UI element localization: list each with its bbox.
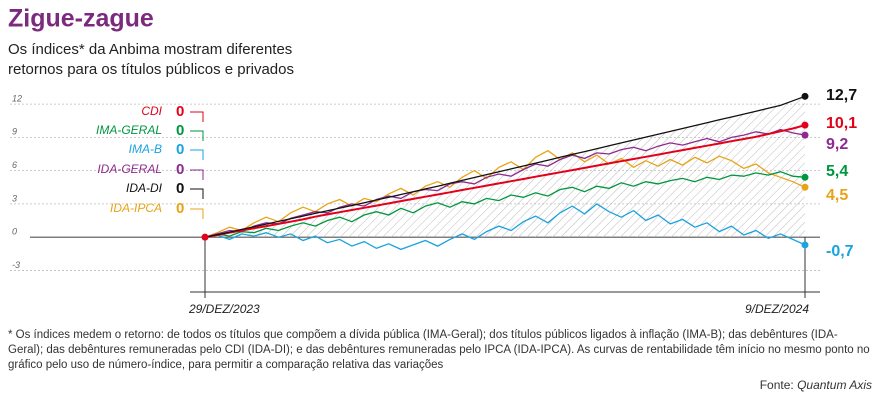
end-dot [801,121,809,129]
y-tick-label: 3 [12,193,17,203]
series-line [204,149,806,238]
series-line [204,171,806,238]
start-label: 0 [176,122,184,139]
end-label: 5,4 [826,163,848,180]
chart: Zigue-zague Os índices* da Anbima mostra… [8,5,857,317]
series-line [204,95,806,238]
source-name: Quantum Axis [797,378,872,392]
x-tick-label: 29/DEZ/2023 [188,302,260,316]
end-label: 12,7 [826,87,857,104]
y-tick-label: -3 [12,260,20,270]
subtitle: Os índices* da Anbima mostram diferentes [8,41,292,58]
x-tick-label: 9/DEZ/2024 [745,302,809,316]
end-dot [801,131,809,139]
end-dot [801,173,809,181]
start-dot [201,233,209,241]
start-label: 0 [176,141,184,158]
start-label: 0 [176,161,184,178]
legend-label: IMA-GERAL [96,123,162,137]
series-line [204,124,806,239]
legend-connector [190,169,204,180]
end-dot [801,183,809,191]
footnote: * Os índices medem o retorno: de todos o… [8,329,870,371]
subtitle: retornos para os títulos públicos e priv… [8,61,294,78]
start-label: 0 [176,180,184,197]
source: Fonte: Quantum Axis [760,378,872,392]
y-tick-label: 9 [12,127,17,137]
y-tick-label: 6 [12,160,17,170]
series-line [204,128,806,238]
end-dot [801,241,809,249]
y-tick-label: 0 [12,227,17,237]
end-label: 10,1 [826,115,857,132]
end-dot [801,92,809,100]
hatch-area [205,96,805,238]
end-label: -0,7 [826,243,854,260]
legend-label: IDA-IPCA [110,201,162,215]
legend-label: IDA-GERAL [97,162,162,176]
legend-label: CDI [141,104,162,118]
y-tick-label: 12 [12,93,22,103]
legend-label: IMA-B [129,142,162,156]
legend-connector [190,111,204,122]
legend-label: IDA-DI [126,181,163,195]
legend-connector [190,130,204,141]
source-label: Fonte: [759,378,794,392]
end-label: 9,2 [826,136,848,153]
series-line [204,203,806,251]
start-label: 0 [176,200,184,217]
legend-connector [190,188,204,199]
legend-connector [190,208,204,219]
start-label: 0 [176,103,184,120]
legend-connector [190,149,204,160]
end-label: 4,5 [826,187,848,204]
chart-title: Zigue-zague [8,5,154,33]
